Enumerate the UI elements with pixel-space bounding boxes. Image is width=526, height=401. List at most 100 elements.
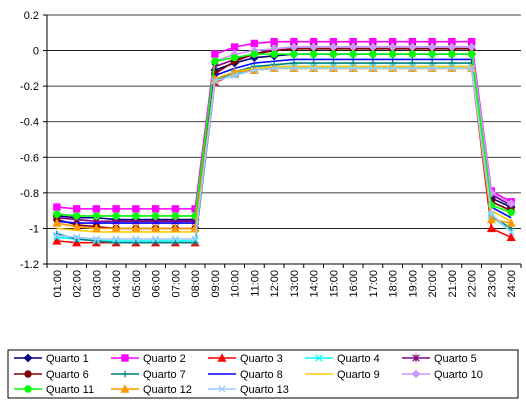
- legend-label: Quarto 4: [337, 353, 380, 365]
- legend-label: Quarto 3: [240, 353, 283, 365]
- legend: Quarto 1 Quarto 2 Quarto 3 Quarto 4 Quarto 5…: [8, 350, 518, 398]
- y-tick-label: 0: [33, 46, 39, 58]
- x-tick-label: 07:00: [170, 270, 182, 298]
- x-tick-label: 18:00: [388, 270, 400, 298]
- legend-label: Quarto 10: [434, 369, 483, 381]
- data-point: [310, 51, 316, 57]
- y-tick-label: -1: [29, 223, 39, 235]
- data-point: [25, 371, 31, 377]
- data-point: [231, 54, 237, 60]
- series-9: [57, 67, 511, 232]
- data-point: [271, 38, 277, 44]
- series-line: [57, 54, 511, 216]
- x-tick-label: 12:00: [269, 270, 281, 298]
- legend-label: Quarto 1: [46, 353, 89, 365]
- data-point: [389, 51, 395, 57]
- series-12: [53, 65, 515, 232]
- x-tick-label: 21:00: [447, 270, 459, 298]
- series-7: [54, 60, 515, 246]
- x-tick-label: 10:00: [230, 270, 242, 298]
- x-tick-label: 22:00: [467, 270, 479, 298]
- series-line: [57, 59, 511, 223]
- data-point: [172, 206, 178, 212]
- data-point: [133, 213, 139, 219]
- x-tick-label: 23:00: [486, 270, 498, 298]
- series-5: [54, 43, 515, 225]
- x-tick-label: 16:00: [348, 270, 360, 298]
- data-point: [93, 206, 99, 212]
- x-tick-label: 14:00: [309, 270, 321, 298]
- data-point: [370, 51, 376, 57]
- x-tick-label: 15:00: [328, 270, 340, 298]
- series-group: [53, 38, 515, 245]
- series-line: [57, 47, 511, 216]
- series-line: [57, 47, 511, 221]
- legend-label: Quarto 11: [46, 384, 94, 396]
- series-3: [53, 65, 515, 246]
- series-line: [57, 67, 511, 241]
- data-point: [508, 209, 514, 215]
- legend-label: Quarto 7: [143, 369, 186, 381]
- series-line: [57, 68, 511, 239]
- x-tick-label: 06:00: [151, 270, 163, 298]
- data-point: [468, 51, 474, 57]
- y-axis: 0.20-0.2-0.4-0.6-0.8-1-1.2: [20, 10, 47, 271]
- x-tick-label: 02:00: [72, 270, 84, 298]
- data-point: [152, 213, 158, 219]
- data-point: [172, 213, 178, 219]
- data-point: [429, 51, 435, 57]
- data-point: [291, 51, 297, 57]
- data-point: [25, 386, 31, 392]
- data-point: [113, 213, 119, 219]
- x-tick-label: 17:00: [368, 270, 380, 298]
- series-line: [57, 68, 511, 228]
- y-tick-label: -0.2: [20, 81, 39, 93]
- series-line: [57, 49, 511, 229]
- legend-label: Quarto 13: [240, 384, 289, 396]
- y-tick-label: -0.8: [20, 188, 39, 200]
- x-tick-label: 01:00: [52, 270, 64, 298]
- x-tick-label: 19:00: [407, 270, 419, 298]
- x-tick-label: 03:00: [91, 270, 103, 298]
- series-8: [57, 59, 511, 223]
- x-tick-label: 24:00: [506, 270, 518, 298]
- data-point: [251, 40, 257, 46]
- data-point: [73, 213, 79, 219]
- x-tick-label: 04:00: [111, 270, 123, 298]
- y-tick-label: 0.2: [24, 10, 39, 22]
- data-point: [330, 51, 336, 57]
- data-point: [231, 44, 237, 50]
- y-tick-label: -1.2: [20, 259, 39, 271]
- data-point: [212, 58, 218, 64]
- series-1: [53, 50, 515, 223]
- data-point: [113, 206, 119, 212]
- data-point: [152, 206, 158, 212]
- x-tick-label: 09:00: [210, 270, 222, 298]
- data-point: [350, 51, 356, 57]
- x-tick-label: 08:00: [190, 270, 202, 298]
- legend-label: Quarto 5: [434, 353, 477, 365]
- x-tick-label: 11:00: [249, 270, 261, 297]
- data-point: [133, 206, 139, 212]
- x-tick-label: 20:00: [427, 270, 439, 298]
- x-tick-label: 05:00: [131, 270, 143, 298]
- series-11: [54, 51, 515, 219]
- x-axis: 01:00 02:00 03:00 04:00 05:00 06:00 07:00 08:00…: [47, 264, 521, 298]
- data-point: [73, 206, 79, 212]
- data-point: [271, 51, 277, 57]
- data-point: [93, 213, 99, 219]
- legend-label: Quarto 8: [240, 369, 283, 381]
- series-6: [54, 46, 515, 232]
- data-point: [54, 211, 60, 217]
- series-line: [57, 54, 511, 219]
- data-point: [54, 204, 60, 210]
- series-4: [54, 63, 515, 244]
- data-point: [122, 355, 128, 361]
- data-point: [212, 51, 218, 57]
- y-tick-label: -0.4: [20, 117, 39, 129]
- series-line: [57, 67, 511, 232]
- data-point: [449, 51, 455, 57]
- legend-label: Quarto 9: [337, 369, 380, 381]
- legend-label: Quarto 2: [143, 353, 186, 365]
